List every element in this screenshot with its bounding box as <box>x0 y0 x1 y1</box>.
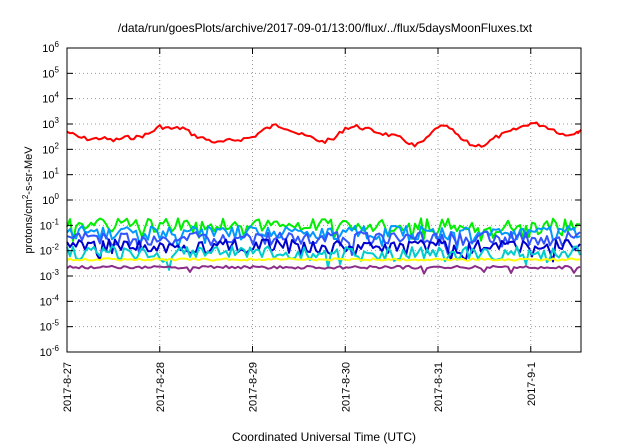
y-tick-label-base: 10 <box>40 246 52 258</box>
y-tick-label: 104 <box>42 91 59 106</box>
y-tick-label-exp: -6 <box>52 344 60 353</box>
y-tick-label-exp: -5 <box>52 319 60 328</box>
series-line <box>66 230 581 256</box>
y-tick-label: 105 <box>42 65 59 80</box>
y-tick-label-base: 10 <box>42 170 54 182</box>
series-line <box>66 257 581 262</box>
y-tick-label-base: 10 <box>40 220 52 232</box>
y-tick-label-exp: 5 <box>55 65 60 74</box>
x-tick-label: 2017-8-28 <box>155 362 167 412</box>
y-tick-label-base: 10 <box>42 119 54 131</box>
y-axis-label: protons/cm2-s-sr-MeV <box>21 146 35 254</box>
y-tick-label-base: 10 <box>40 271 52 283</box>
y-tick-label: 10-5 <box>40 319 60 334</box>
chart-title: /data/run/goesPlots/archive/2017-09-01/1… <box>118 21 533 35</box>
y-tick-label: 10-6 <box>40 344 60 359</box>
x-axis-label: Coordinated Universal Time (UTC) <box>232 430 416 444</box>
x-tick-label: 2017-8-30 <box>340 362 352 412</box>
y-tick-label-exp: 4 <box>55 91 60 100</box>
y-axis-label-base: protons/cm <box>23 199 35 253</box>
y-tick-label-exp: 3 <box>55 116 60 125</box>
y-tick-label: 10-4 <box>40 293 60 308</box>
y-tick-label: 100 <box>42 192 59 207</box>
series-line <box>66 264 581 275</box>
y-tick-label-exp: -2 <box>52 243 60 252</box>
x-tick-label: 2017-8-31 <box>433 362 445 412</box>
y-tick-label: 101 <box>42 167 59 182</box>
y-tick-label-exp: 0 <box>55 192 60 201</box>
series-group <box>66 121 582 275</box>
y-tick-label-base: 10 <box>40 296 52 308</box>
y-tick-label-exp: 2 <box>55 141 60 150</box>
y-tick-label-exp: -3 <box>52 268 60 277</box>
grid <box>67 48 581 352</box>
y-tick-label: 103 <box>42 116 59 131</box>
series-line <box>66 225 581 250</box>
y-tick-label-base: 10 <box>42 68 54 80</box>
y-tick-label: 106 <box>42 40 59 55</box>
y-tick-label-base: 10 <box>42 195 54 207</box>
x-tick-label: 2017-8-29 <box>248 362 260 412</box>
y-tick-label-base: 10 <box>40 322 52 334</box>
y-tick-label-base: 10 <box>40 347 52 359</box>
series-line <box>66 238 581 263</box>
y-tick-label-exp: 6 <box>55 40 60 49</box>
y-tick-label-exp: -1 <box>52 217 60 226</box>
x-tick-label: 2017-8-27 <box>62 362 74 412</box>
x-tick-label: 2017-9-1 <box>526 362 538 406</box>
y-axis-label-rest: -s-sr-MeV <box>23 146 35 195</box>
x-axis-ticks: 2017-8-27 2017-8-28 2017-8-29 2017-8-30 2017… <box>62 48 538 412</box>
y-tick-label: 102 <box>42 141 59 156</box>
y-axis-label-sup: 2 <box>21 194 30 199</box>
series-line <box>66 121 582 148</box>
y-tick-label-base: 10 <box>42 94 54 106</box>
y-tick-label: 10-1 <box>40 217 60 232</box>
y-tick-label: 10-3 <box>40 268 60 283</box>
y-tick-label: 10-2 <box>40 243 60 258</box>
series-line <box>66 217 581 242</box>
y-tick-label-exp: -4 <box>52 293 60 302</box>
y-tick-label-base: 10 <box>42 144 54 156</box>
y-tick-label-exp: 1 <box>55 167 60 176</box>
y-axis-ticks: 10610510410310210110010-110-210-310-410-… <box>40 40 581 359</box>
y-tick-label-base: 10 <box>42 43 54 55</box>
